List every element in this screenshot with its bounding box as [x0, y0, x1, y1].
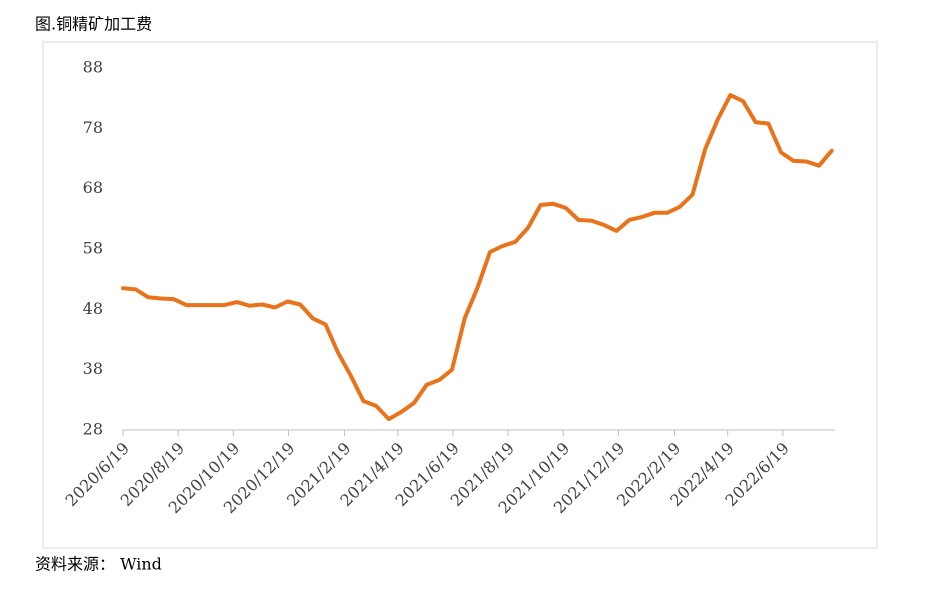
y-tick-label: 48 [83, 299, 103, 318]
y-tick-label: 88 [83, 58, 103, 77]
y-tick-label: 78 [83, 118, 103, 137]
page-title: 图.铜精矿加工费 [35, 15, 152, 34]
y-tick-label: 68 [83, 178, 103, 197]
y-tick-label: 58 [83, 239, 103, 258]
chart-frame [42, 41, 878, 549]
source-note: 资料来源： Wind [35, 555, 162, 574]
y-tick-label: 28 [83, 420, 103, 439]
y-tick-label: 38 [83, 359, 103, 378]
data-line [121, 93, 834, 422]
